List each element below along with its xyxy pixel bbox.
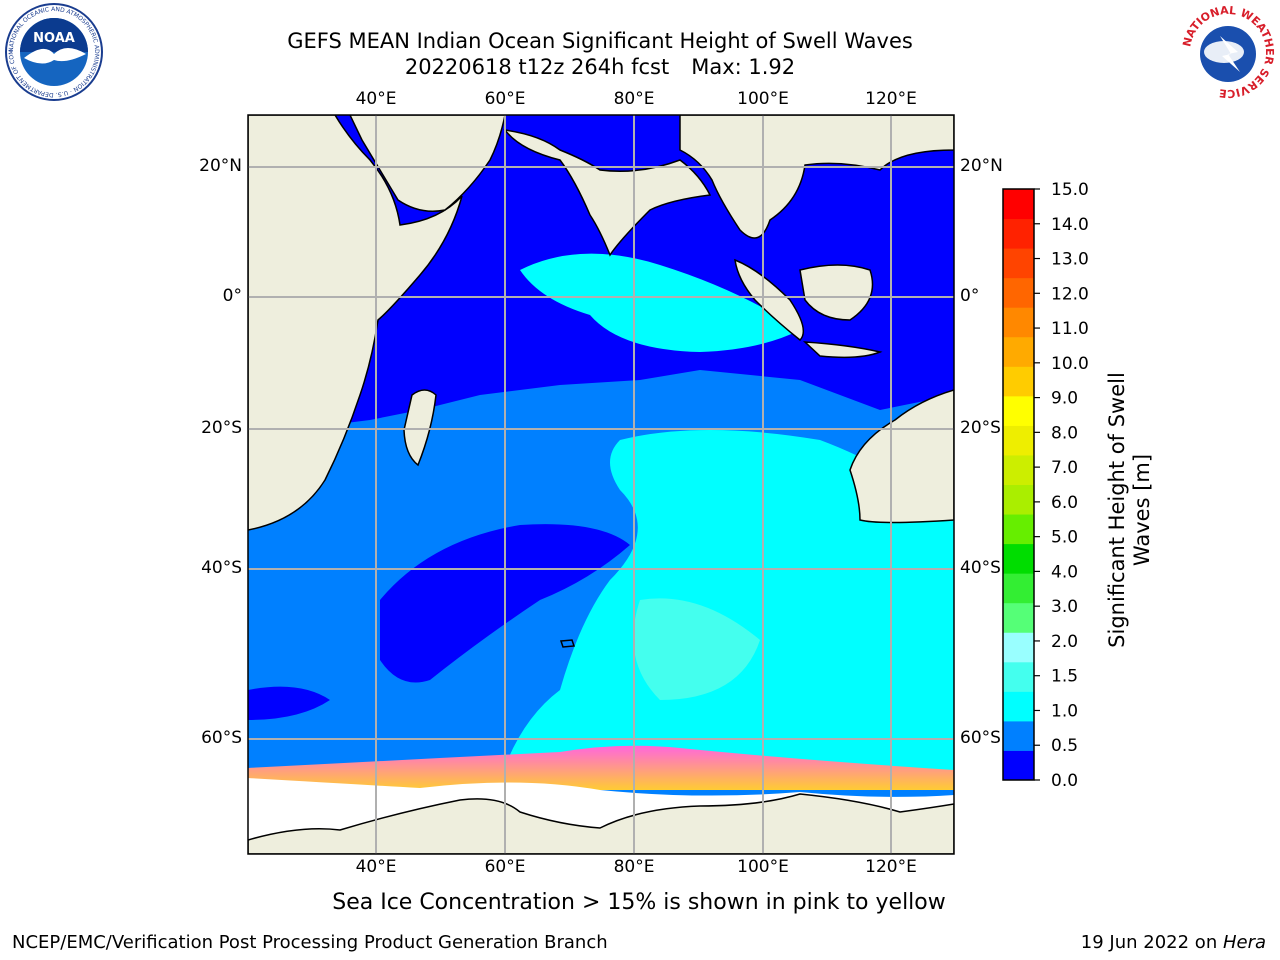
lon-label-bottom: 40°E bbox=[355, 857, 397, 877]
noaa-logo: NATIONAL OCEANIC AND ATMOSPHERIC ADMINIS… bbox=[4, 2, 103, 101]
map-frame bbox=[247, 114, 955, 855]
land-sumatra bbox=[734, 258, 805, 342]
map-title: GEFS MEAN Indian Ocean Significant Heigh… bbox=[287, 29, 913, 53]
lon-label-top: 40°E bbox=[355, 89, 397, 109]
colorbar-swatch bbox=[1003, 189, 1034, 220]
colorbar-tick-label: 12.0 bbox=[1051, 284, 1089, 304]
colorbar-swatch bbox=[1003, 277, 1034, 308]
nws-logo: NATIONAL WEATHER SERVICE bbox=[1180, 4, 1276, 100]
lat-label-left: 60°S bbox=[201, 728, 242, 748]
lon-label-top: 80°E bbox=[613, 89, 655, 109]
colorbar-label: Significant Height of Swell Waves [m] bbox=[1105, 372, 1154, 648]
colorbar-tick-label: 11.0 bbox=[1051, 319, 1089, 339]
colorbar-frame bbox=[1002, 188, 1035, 781]
lat-label-right: 40°S bbox=[960, 558, 1001, 578]
colorbar-swatch bbox=[1003, 543, 1034, 574]
colorbar-tick-label: 0.5 bbox=[1051, 736, 1078, 756]
lon-label-top: 120°E bbox=[865, 89, 917, 109]
sea-ice-edge bbox=[248, 745, 954, 790]
land-india bbox=[503, 129, 712, 257]
colorbar-tick-label: 14.0 bbox=[1051, 215, 1089, 235]
colorbar-swatch bbox=[1003, 573, 1034, 604]
lon-label-bottom: 60°E bbox=[484, 857, 526, 877]
colorbar-tick-label: 6.0 bbox=[1051, 493, 1078, 513]
colorbar-swatch bbox=[1003, 720, 1034, 751]
colorbar-tick-label: 3.0 bbox=[1051, 597, 1078, 617]
land-madagascar bbox=[403, 389, 437, 467]
colorbar-swatch bbox=[1003, 661, 1034, 692]
lat-label-left: 20°N bbox=[199, 156, 242, 176]
colorbar-tick-label: 0.0 bbox=[1051, 771, 1078, 791]
colorbar-swatch bbox=[1003, 691, 1034, 722]
run-info: 20220618 t12z 264h fcst bbox=[404, 55, 670, 79]
colorbar-tick-label: 9.0 bbox=[1051, 389, 1078, 409]
colorbar-tick-label: 15.0 bbox=[1051, 180, 1089, 200]
colorbar-swatch bbox=[1003, 395, 1034, 426]
colorbar-swatch bbox=[1003, 307, 1034, 338]
footer-date-text: 19 Jun 2022 on bbox=[1080, 932, 1223, 953]
colorbar-tick-label: 8.0 bbox=[1051, 423, 1078, 443]
ocean-pale-patch bbox=[633, 598, 760, 700]
map-area bbox=[248, 115, 954, 854]
lat-label-right: 20°S bbox=[960, 418, 1001, 438]
map-subtitle: 20220618 t12z 264h fcst Max: 1.92 bbox=[0, 54, 1200, 80]
colorbar: 15.0 14.0 13.0 12.0 11.0 10.0 9.0 8.0 7.0 6.0 5.0 4… bbox=[1002, 180, 1089, 791]
colorbar-swatch bbox=[1003, 632, 1034, 663]
footer-branch: NCEP/EMC/Verification Post Processing Pr… bbox=[12, 932, 608, 953]
lon-label-top: 60°E bbox=[484, 89, 526, 109]
colorbar-tick-label: 13.0 bbox=[1051, 250, 1089, 270]
map-gridlines bbox=[248, 115, 954, 854]
sea-ice-caption: Sea Ice Concentration > 15% is shown in … bbox=[332, 890, 946, 915]
lon-label-bottom: 100°E bbox=[737, 857, 789, 877]
colorbar-swatch bbox=[1003, 425, 1034, 456]
lon-label-bottom: 80°E bbox=[613, 857, 655, 877]
lat-label-left: 0° bbox=[222, 286, 242, 306]
land-australia bbox=[849, 389, 954, 524]
land-arabia bbox=[349, 115, 506, 212]
colorbar-swatch bbox=[1003, 218, 1034, 249]
max-value: Max: 1.92 bbox=[691, 55, 796, 79]
colorbar-swatch bbox=[1003, 750, 1034, 781]
lon-label-bottom: 120°E bbox=[865, 857, 917, 877]
footer-date: 19 Jun 2022 on Hera bbox=[1081, 932, 1266, 953]
footer-host: Hera bbox=[1222, 932, 1266, 953]
colorbar-swatch bbox=[1003, 514, 1034, 545]
colorbar-tick-label: 10.0 bbox=[1051, 354, 1089, 374]
ocean-light-south bbox=[500, 430, 954, 780]
colorbar-tick-label: 2.0 bbox=[1051, 632, 1078, 652]
land-southeast-asia bbox=[679, 115, 954, 239]
land-java bbox=[802, 341, 883, 359]
colorbar-swatch bbox=[1003, 366, 1034, 397]
colorbar-tick-label: 4.0 bbox=[1051, 562, 1078, 582]
colorbar-tick-label: 7.0 bbox=[1051, 458, 1078, 478]
colorbar-swatch bbox=[1003, 336, 1034, 367]
lat-label-left: 20°S bbox=[201, 418, 242, 438]
colorbar-swatch bbox=[1003, 484, 1034, 515]
land-africa bbox=[248, 115, 463, 531]
noaa-logo-text: NOAA bbox=[33, 31, 75, 46]
lon-label-top: 100°E bbox=[737, 89, 789, 109]
colorbar-swatch bbox=[1003, 454, 1034, 485]
lat-label-left: 40°S bbox=[201, 558, 242, 578]
ocean-deep-sw bbox=[248, 686, 330, 720]
lat-label-right: 60°S bbox=[960, 728, 1001, 748]
lat-label-right: 0° bbox=[960, 286, 980, 306]
colorbar-tick-label: 5.0 bbox=[1051, 528, 1078, 548]
land-antarctica bbox=[248, 793, 954, 854]
colorbar-tick-label: 1.5 bbox=[1051, 667, 1078, 687]
colorbar-tick-label: 1.0 bbox=[1051, 701, 1078, 721]
land-kerguelen bbox=[559, 639, 576, 648]
ocean-light-equatorial bbox=[520, 253, 800, 352]
lat-label-right: 20°N bbox=[960, 156, 1003, 176]
colorbar-swatch bbox=[1003, 248, 1034, 279]
colorbar-swatch bbox=[1003, 602, 1034, 633]
